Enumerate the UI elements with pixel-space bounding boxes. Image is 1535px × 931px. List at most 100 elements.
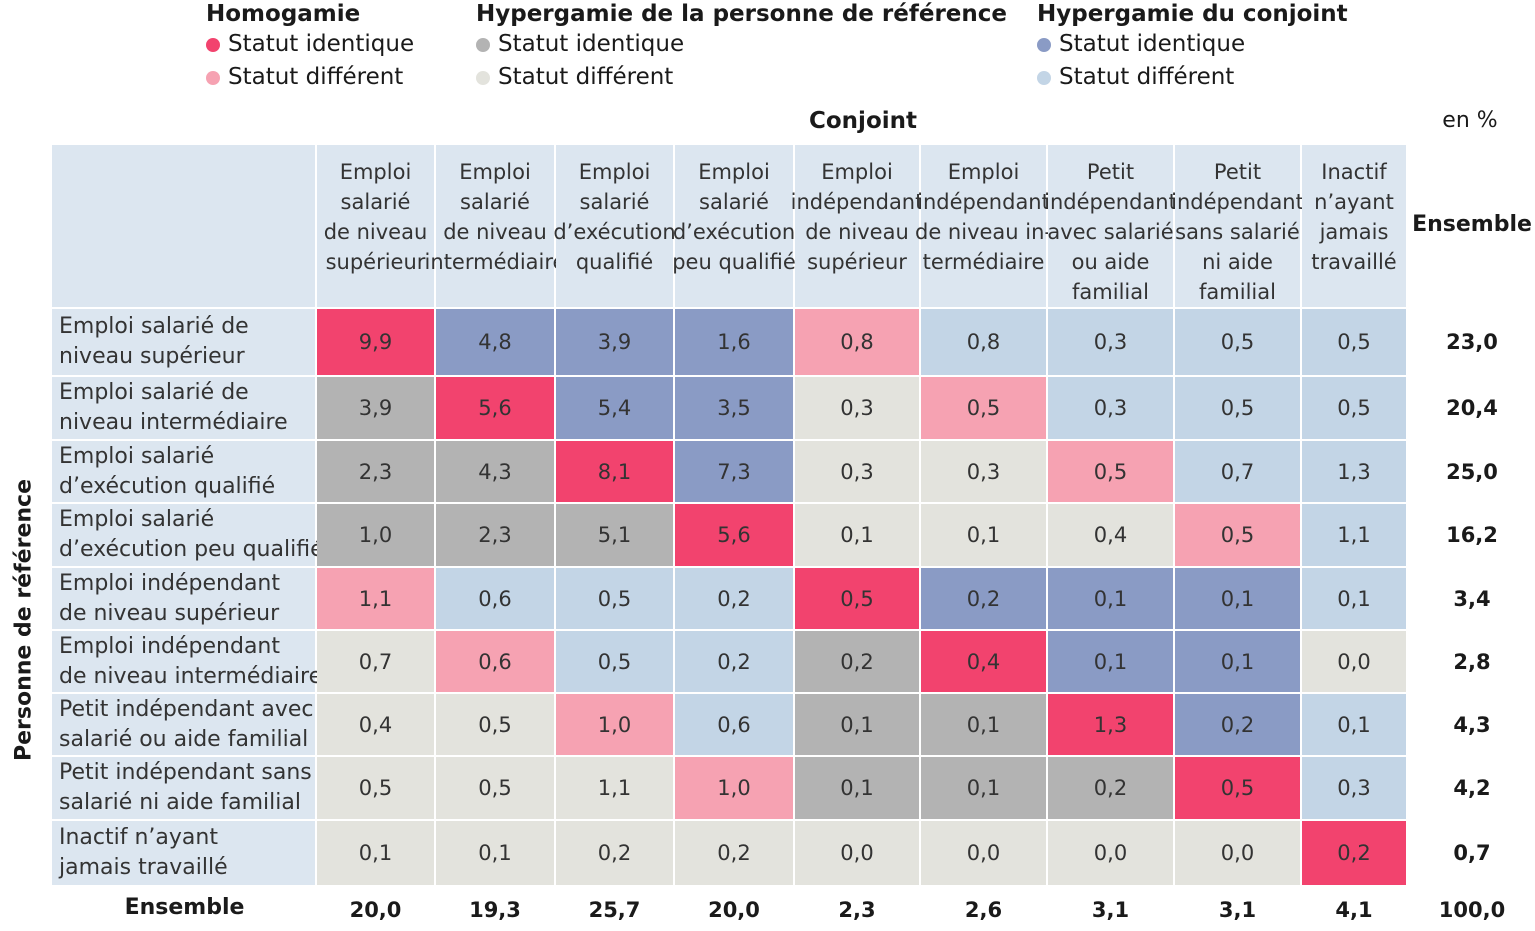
row-header-line: de niveau supérieur bbox=[59, 600, 280, 626]
row-total: 23,0 bbox=[1446, 330, 1498, 354]
column-header-line: avec salarié bbox=[1047, 220, 1174, 244]
column-header-line: jamais bbox=[1319, 220, 1389, 244]
row-header-line: Emploi indépendant bbox=[59, 570, 280, 596]
column-header-line: Inactif bbox=[1321, 160, 1387, 184]
row-total: 2,8 bbox=[1453, 649, 1491, 674]
column-header: Emploi indépendant de niveau supérieur bbox=[791, 145, 923, 307]
row-header: Emploi salarié de niveau supérieur bbox=[52, 309, 315, 375]
row-header: Emploi salarié d’exécution qualifié bbox=[52, 441, 315, 502]
row-header-line: d’exécution peu qualifié bbox=[59, 537, 324, 562]
legend-label: Statut différent bbox=[498, 64, 674, 90]
row-total: 16,2 bbox=[1446, 523, 1498, 547]
column-total: 20,0 bbox=[349, 898, 402, 922]
row-header-line: Petit indépendant sans bbox=[59, 760, 312, 785]
table-cell: 1,3 bbox=[1048, 694, 1173, 755]
table-corner bbox=[52, 145, 315, 307]
legend-swatch bbox=[476, 37, 490, 52]
table-cell: 0,0 bbox=[1048, 821, 1173, 885]
legend-item: Statut identique bbox=[206, 28, 414, 61]
column-header-line: supérieur bbox=[325, 250, 426, 274]
table-cell: 5,4 bbox=[556, 377, 673, 439]
row-header-line: Emploi salarié de bbox=[59, 380, 249, 405]
table-cell: 1,1 bbox=[317, 568, 434, 629]
table-cell: 0,8 bbox=[795, 309, 919, 375]
legend-label: Statut identique bbox=[228, 31, 415, 57]
column-header: Petit indépendant sans salarié ni aide famil… bbox=[1171, 145, 1304, 307]
legend-label: Statut identique bbox=[1059, 31, 1246, 57]
table-cell: 0,1 bbox=[795, 504, 919, 566]
column-header-line: indépendant bbox=[790, 190, 924, 214]
legend-item: Statut différent bbox=[476, 61, 1007, 94]
column-header-line: indépendant bbox=[917, 190, 1050, 214]
row-header: Petit indépendant sans salarié ni aide fa… bbox=[52, 757, 315, 819]
column-total: 3,1 bbox=[1218, 898, 1257, 922]
table-cell: 0,1 bbox=[317, 821, 434, 885]
table-cell: 3,5 bbox=[675, 377, 793, 439]
column-total: 25,7 bbox=[588, 898, 641, 922]
column-header-line: ou aide bbox=[1071, 250, 1150, 274]
table-cell: 0,3 bbox=[795, 441, 919, 502]
legend-group: Hypergamie du conjoint Statut identique St… bbox=[1037, 0, 1348, 94]
table-cell: 0,5 bbox=[556, 631, 673, 692]
legend-group: Hypergamie de la personne de référence St… bbox=[476, 0, 1007, 94]
column-header-line: familial bbox=[1072, 280, 1149, 304]
column-header: Emploi salarié de niveau intermédiaire bbox=[425, 145, 565, 307]
column-axis-label: Conjoint bbox=[809, 108, 917, 134]
table-cell: 1,0 bbox=[317, 504, 434, 566]
row-header: Petit indépendant avec salarié ou aide fa… bbox=[52, 694, 315, 755]
row-header: Inactif n’ayant jamais travaillé bbox=[52, 821, 315, 885]
column-header-line: Emploi bbox=[947, 160, 1020, 184]
table-cell: 0,5 bbox=[1175, 377, 1300, 439]
row-header-line: de niveau intermédiaire bbox=[59, 663, 323, 689]
table-cell: 0,2 bbox=[675, 821, 793, 885]
legend-swatch bbox=[476, 70, 490, 85]
table-cell: 0,4 bbox=[921, 631, 1046, 692]
table-cell: 7,3 bbox=[675, 441, 793, 502]
legend-item: Statut identique bbox=[476, 28, 1007, 61]
table-cell: 5,6 bbox=[436, 377, 554, 439]
table-cell: 0,3 bbox=[795, 377, 919, 439]
table-cell: 8,1 bbox=[556, 441, 673, 502]
table-cell: 1,1 bbox=[1302, 504, 1406, 566]
column-header-line: indépendant bbox=[1044, 190, 1177, 214]
table-cell: 0,5 bbox=[317, 757, 434, 819]
table-cell: 0,3 bbox=[921, 441, 1046, 502]
table-cell: 0,5 bbox=[436, 757, 554, 819]
column-header-line: salarié bbox=[699, 190, 769, 214]
table-cell: 0,5 bbox=[921, 377, 1046, 439]
column-header-line: d’exécution bbox=[672, 220, 796, 244]
column-total: 2,3 bbox=[838, 898, 876, 922]
row-total: 4,2 bbox=[1453, 776, 1491, 800]
column-header-line: qualifié bbox=[575, 250, 654, 274]
legend-item: Statut différent bbox=[1037, 61, 1348, 94]
column-header-line: termédiaire bbox=[922, 250, 1045, 274]
table-cell: 0,0 bbox=[795, 821, 919, 885]
column-header-line: familial bbox=[1199, 280, 1276, 304]
row-header: Emploi salarié de niveau intermédiaire bbox=[52, 377, 315, 439]
column-header-line: intermédiaire bbox=[424, 250, 566, 274]
column-header-line: Emploi bbox=[578, 160, 651, 184]
row-header-line: salarié ni aide familial bbox=[59, 790, 301, 815]
table-cell: 0,5 bbox=[1175, 504, 1300, 566]
row-header-line: jamais travaillé bbox=[59, 855, 228, 880]
table-cell: 0,6 bbox=[675, 694, 793, 755]
legend-group: Homogamie Statut identique Statut différen… bbox=[206, 0, 414, 94]
table-cell: 1,1 bbox=[556, 757, 673, 819]
legend-swatch bbox=[1037, 37, 1051, 52]
column-total: 19,3 bbox=[469, 898, 521, 922]
column-header-line: de niveau bbox=[443, 220, 547, 244]
table-cell: 5,6 bbox=[675, 504, 793, 566]
table-cell: 0,1 bbox=[436, 821, 554, 885]
column-header-line: salarié bbox=[340, 190, 411, 214]
column-header: Emploi salarié d’exécution qualifié bbox=[553, 145, 676, 307]
table-cell: 9,9 bbox=[317, 309, 434, 375]
table-cell: 0,1 bbox=[921, 694, 1046, 755]
table-cell: 0,5 bbox=[436, 694, 554, 755]
column-header-line: de niveau bbox=[805, 220, 909, 244]
column-header-line: Petit bbox=[1086, 160, 1135, 184]
column-total: 2,6 bbox=[964, 898, 1003, 922]
table-cell: 0,1 bbox=[795, 694, 919, 755]
table-cell: 0,1 bbox=[795, 757, 919, 819]
table-cell: 0,2 bbox=[675, 631, 793, 692]
